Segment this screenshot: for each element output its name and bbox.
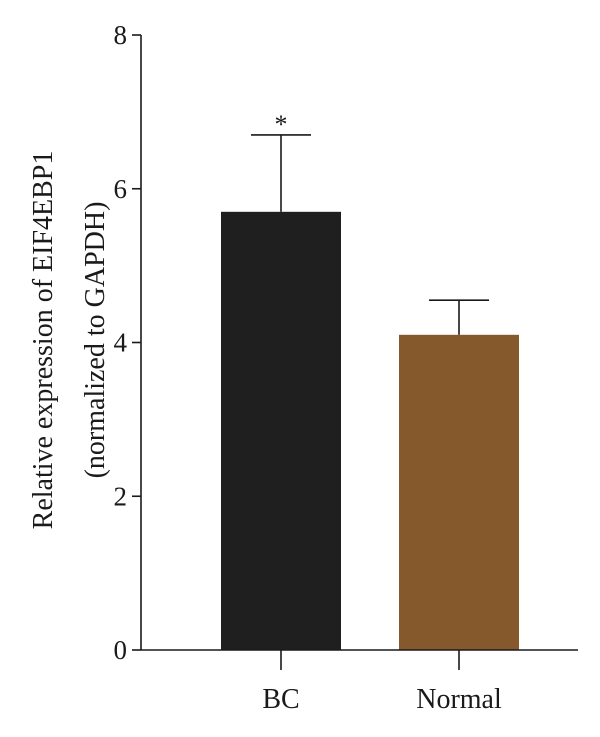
y-tick-label: 0 (114, 635, 128, 665)
significance-marker: * (275, 110, 288, 139)
y-tick-label: 2 (114, 481, 128, 511)
y-tick-label: 8 (114, 20, 128, 50)
x-tick-label: BC (262, 684, 299, 715)
y-axis-title-line1: Relative expression of EIF4EBP1 (28, 151, 59, 530)
bar-normal (399, 334, 519, 650)
bars: * (221, 110, 519, 650)
y-axis: 0 2 4 6 8 (114, 20, 142, 665)
x-axis: BC Normal (141, 649, 578, 715)
bar-bc (221, 211, 341, 650)
y-axis-title-line2: (normalized to GAPDH) (80, 202, 111, 479)
x-tick-label: Normal (416, 684, 502, 715)
y-tick-label: 6 (114, 174, 128, 204)
y-tick-label: 4 (114, 328, 128, 358)
